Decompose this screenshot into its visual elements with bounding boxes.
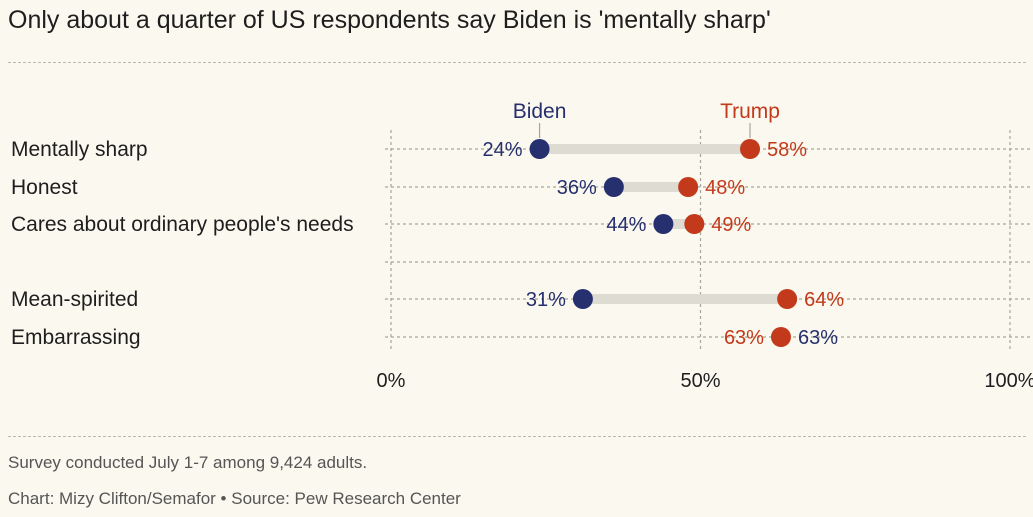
legend-label-trump: Trump — [720, 100, 780, 123]
category-label-1: Honest — [11, 176, 78, 199]
legend-label-biden: Biden — [513, 100, 567, 123]
biden-value-label-0: 24% — [483, 139, 523, 161]
biden-value-label-4: 63% — [798, 327, 838, 349]
chart-title: Only about a quarter of US respondents s… — [8, 6, 771, 34]
x-tick-label-0: 0% — [377, 370, 406, 392]
trump-dot-1 — [678, 177, 699, 197]
survey-note: Survey conducted July 1-7 among 9,424 ad… — [8, 453, 368, 472]
category-label-0: Mentally sharp — [11, 138, 148, 161]
trump-dot-4 — [770, 327, 791, 347]
trump-value-label-4: 63% — [724, 327, 764, 349]
biden-value-label-1: 36% — [557, 177, 597, 199]
trump-value-label-3: 64% — [804, 289, 844, 311]
biden-dot-2 — [653, 214, 674, 234]
title-divider — [8, 62, 1026, 63]
biden-value-label-3: 31% — [526, 289, 566, 311]
source-credit: Chart: Mizy Clifton/Semafor • Source: Pe… — [8, 489, 461, 508]
biden-dot-1 — [603, 177, 624, 197]
dot-plot-chart: 0% 50% 100% Mentally sharp 24% 58% Honest 36% 48… — [11, 100, 1033, 392]
trump-value-label-0: 58% — [767, 139, 807, 161]
x-tick-label-2: 100% — [984, 370, 1033, 392]
biden-value-label-2: 44% — [606, 214, 646, 236]
category-label-2: Cares about ordinary people's needs — [11, 213, 354, 236]
footer-divider — [8, 436, 1026, 437]
trump-value-label-1: 48% — [705, 177, 745, 199]
biden-dot-3 — [572, 289, 593, 309]
category-label-3: Mean-spirited — [11, 288, 138, 311]
trump-dot-2 — [684, 214, 705, 234]
x-tick-label-1: 50% — [680, 370, 720, 392]
biden-dot-0 — [529, 139, 550, 159]
category-label-4: Embarrassing — [11, 326, 141, 349]
trump-dot-3 — [777, 289, 798, 309]
trump-value-label-2: 49% — [711, 214, 751, 236]
trump-dot-0 — [740, 139, 761, 159]
